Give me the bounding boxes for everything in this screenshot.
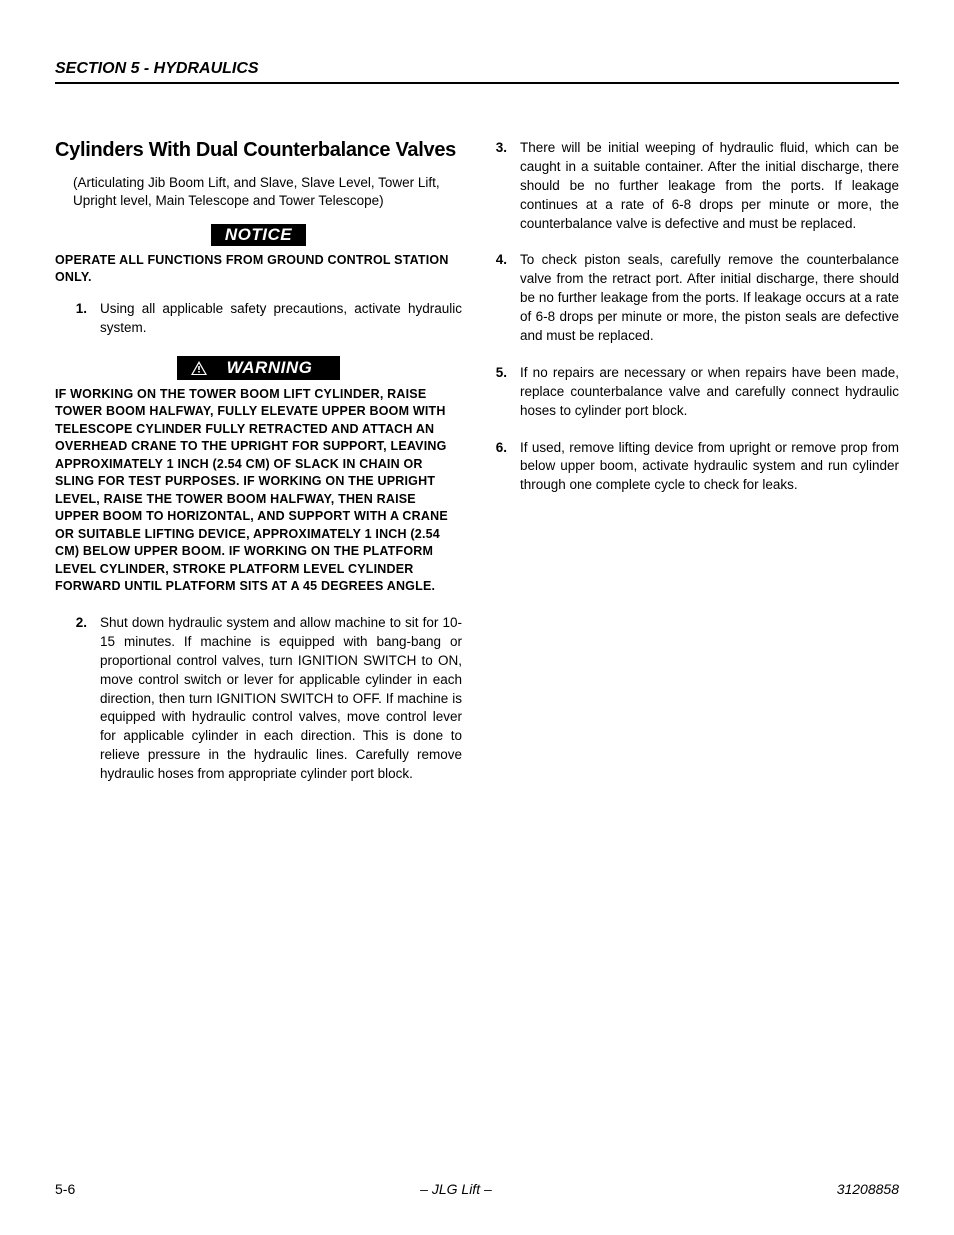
warning-label-text: WARNING [213,357,327,379]
notice-label-box: NOTICE [55,224,462,246]
step-number: 3. [492,139,520,233]
step-body: There will be initial weeping of hydraul… [520,139,899,233]
notice-label: NOTICE [211,224,306,246]
step-number: 6. [492,439,520,496]
step-number: 4. [492,251,520,345]
step-body: Using all applicable safety precautions,… [100,300,462,338]
footer-page-number: 5-6 [55,1181,75,1197]
step-body: If used, remove lifting device from upri… [520,439,899,496]
step-item: 5. If no repairs are necessary or when r… [492,364,899,421]
intro-text: (Articulating Jib Boom Lift, and Slave, … [55,174,462,210]
warning-icon [191,361,207,375]
content-columns: Cylinders With Dual Counterbalance Valve… [55,139,899,802]
step-number: 5. [492,364,520,421]
warning-text: IF WORKING ON THE TOWER BOOM LIFT CYLIND… [55,386,462,596]
step-number: 1. [55,300,100,338]
subsection-title: Cylinders With Dual Counterbalance Valve… [55,139,462,162]
step-body: Shut down hydraulic system and allow mac… [100,614,462,784]
page-footer: 5-6 – JLG Lift – 31208858 [55,1181,899,1197]
step-item: 1. Using all applicable safety precautio… [55,300,462,338]
footer-center-text: – JLG Lift – [420,1181,492,1197]
warning-label: WARNING [177,356,341,380]
step-item: 2. Shut down hydraulic system and allow … [55,614,462,784]
step-body: If no repairs are necessary or when repa… [520,364,899,421]
footer-doc-number: 31208858 [837,1181,899,1197]
warning-label-box: WARNING [55,356,462,380]
right-column: 3. There will be initial weeping of hydr… [492,139,899,802]
left-column: Cylinders With Dual Counterbalance Valve… [55,139,462,802]
step-item: 6. If used, remove lifting device from u… [492,439,899,496]
section-header: SECTION 5 - HYDRAULICS [55,60,899,84]
step-number: 2. [55,614,100,784]
step-item: 3. There will be initial weeping of hydr… [492,139,899,233]
step-body: To check piston seals, carefully remove … [520,251,899,345]
notice-text: OPERATE ALL FUNCTIONS FROM GROUND CONTRO… [55,252,462,286]
step-item: 4. To check piston seals, carefully remo… [492,251,899,345]
